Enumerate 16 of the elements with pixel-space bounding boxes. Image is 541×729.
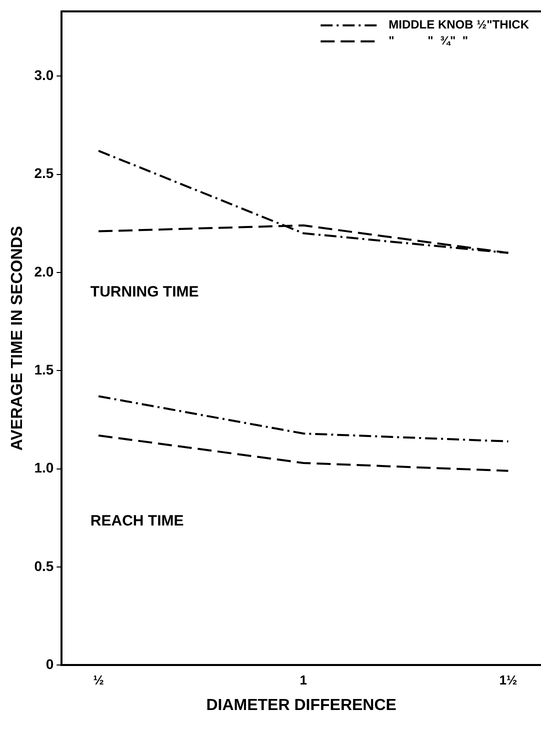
y-tick-label: 0.5 — [34, 558, 54, 574]
y-tick-label: 0 — [46, 656, 54, 672]
legend-label: " " ¾" " — [388, 34, 468, 48]
y-tick-label: 2.0 — [34, 263, 54, 280]
y-tick-label: 2.5 — [34, 165, 54, 182]
x-tick-label: 1½ — [499, 672, 518, 688]
annotation: REACH TIME — [90, 512, 184, 530]
y-axis-title: AVERAGE TIME IN SECONDS — [9, 226, 26, 451]
x-tick-label: ½ — [93, 672, 104, 688]
y-tick-label: 1.0 — [34, 460, 54, 476]
y-tick-label: 3.0 — [34, 67, 54, 84]
y-tick-label: 1.5 — [34, 362, 54, 378]
x-axis-title: DIAMETER DIFFERENCE — [206, 696, 397, 714]
x-tick-label: 1 — [300, 672, 307, 688]
legend-label: MIDDLE KNOB ½"THICK — [388, 18, 530, 32]
annotation: TURNING TIME — [90, 284, 199, 301]
